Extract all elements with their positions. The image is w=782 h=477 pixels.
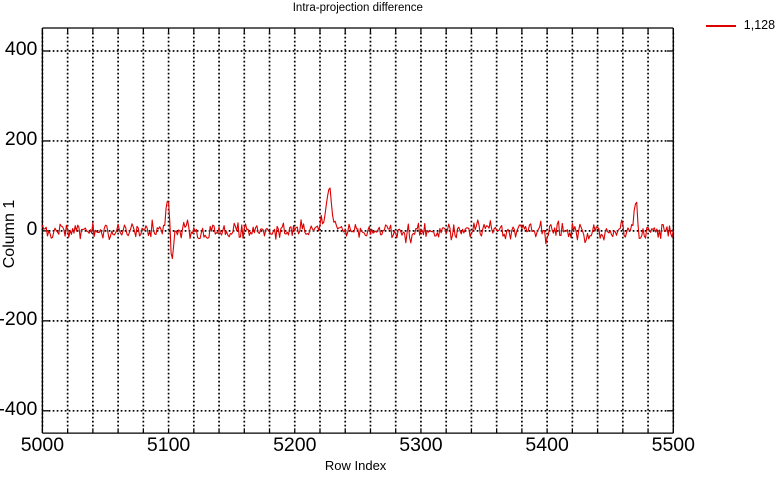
svg-text:5200: 5200	[273, 434, 317, 456]
svg-text:400: 400	[5, 38, 38, 60]
svg-text:5500: 5500	[652, 434, 696, 456]
svg-text:-400: -400	[0, 398, 38, 420]
svg-text:5400: 5400	[525, 434, 569, 456]
svg-text:0: 0	[27, 218, 38, 240]
svg-text:5000: 5000	[21, 434, 65, 456]
svg-text:-200: -200	[0, 308, 38, 330]
svg-text:200: 200	[5, 128, 38, 150]
svg-text:5100: 5100	[147, 434, 191, 456]
svg-text:5300: 5300	[399, 434, 443, 456]
